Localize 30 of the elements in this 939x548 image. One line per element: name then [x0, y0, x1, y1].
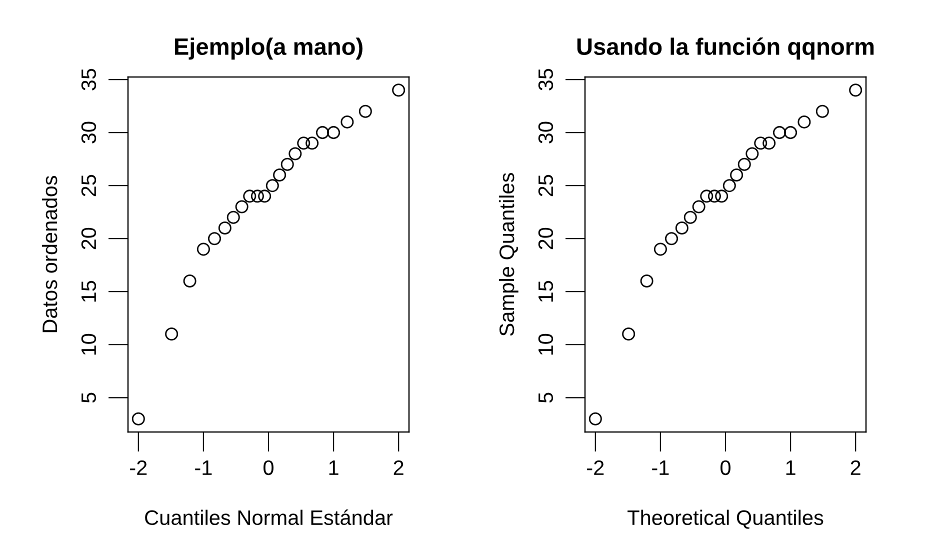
y-tick-label: 20 — [538, 228, 554, 250]
x-tick-label: 2 — [394, 460, 404, 475]
x-tick-label: 2 — [850, 460, 860, 475]
chart-title: Ejemplo(a mano) — [174, 38, 362, 60]
y-tick-label: 5 — [538, 392, 554, 403]
y-tick-label: 25 — [81, 174, 96, 196]
y-axis-title: Datos ordenados — [42, 176, 58, 332]
y-tick-label: 15 — [82, 280, 96, 302]
x-tick-label: 0 — [264, 460, 274, 476]
y-tick-label: 10 — [81, 334, 96, 355]
y-tick-label: 10 — [538, 334, 554, 355]
x-tick-label: 0 — [720, 460, 730, 476]
y-tick-label: 20 — [81, 228, 96, 250]
y-tick-label: 5 — [82, 392, 96, 403]
y-tick-label: 30 — [81, 122, 96, 144]
y-tick-label: 35 — [81, 68, 96, 90]
y-tick-label: 25 — [538, 174, 554, 196]
x-tick-label: 1 — [786, 460, 796, 475]
x-tick-label: -1 — [652, 460, 669, 475]
y-tick-label: 30 — [538, 122, 554, 144]
chart-title: Usando la función qqnorm — [577, 37, 874, 60]
x-tick-label: 1 — [329, 460, 338, 475]
x-axis-title: Theoretical Quantiles — [628, 510, 824, 529]
x-tick-label: -1 — [195, 460, 212, 475]
y-tick-label: 35 — [538, 68, 554, 90]
y-tick-label: 15 — [538, 280, 554, 302]
x-tick-label: -2 — [587, 460, 604, 475]
x-tick-label: -2 — [130, 460, 147, 475]
x-axis-title: Cuantiles Normal Estándar — [145, 510, 393, 526]
y-axis-title: Sample Quantiles — [498, 173, 518, 336]
